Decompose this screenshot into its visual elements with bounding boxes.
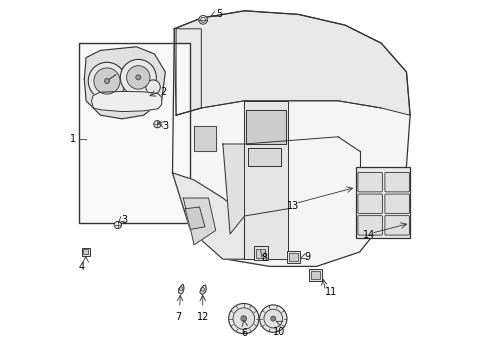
FancyBboxPatch shape [384, 172, 408, 192]
Text: 1: 1 [70, 134, 76, 144]
Text: 14: 14 [362, 230, 374, 240]
Circle shape [200, 17, 205, 22]
FancyBboxPatch shape [357, 216, 382, 235]
FancyBboxPatch shape [357, 172, 382, 192]
Polygon shape [246, 110, 285, 144]
Text: 2: 2 [160, 87, 166, 97]
Text: 6: 6 [241, 328, 247, 338]
Circle shape [199, 15, 207, 24]
Polygon shape [194, 126, 215, 151]
Polygon shape [200, 285, 206, 294]
Text: 9: 9 [304, 252, 310, 262]
Circle shape [228, 303, 258, 334]
Polygon shape [183, 198, 215, 245]
Polygon shape [172, 11, 409, 266]
Polygon shape [84, 47, 165, 119]
Text: 13: 13 [286, 201, 299, 211]
FancyBboxPatch shape [384, 194, 408, 213]
Polygon shape [172, 173, 244, 259]
Circle shape [136, 75, 141, 80]
FancyBboxPatch shape [81, 248, 89, 256]
Text: 10: 10 [272, 327, 285, 337]
Circle shape [370, 184, 377, 191]
Text: 5: 5 [215, 9, 222, 19]
Polygon shape [174, 11, 409, 115]
FancyBboxPatch shape [83, 249, 88, 254]
FancyBboxPatch shape [256, 249, 265, 258]
FancyBboxPatch shape [286, 251, 299, 263]
Circle shape [88, 62, 125, 100]
Text: 12: 12 [196, 312, 208, 323]
Polygon shape [91, 91, 162, 112]
FancyBboxPatch shape [355, 167, 409, 238]
Circle shape [145, 80, 160, 94]
Text: 4: 4 [79, 262, 85, 272]
Text: 7: 7 [175, 312, 181, 323]
Circle shape [114, 221, 121, 229]
Polygon shape [185, 207, 204, 229]
Text: 3: 3 [121, 215, 127, 225]
Circle shape [126, 66, 150, 89]
Circle shape [232, 308, 254, 329]
Circle shape [201, 288, 204, 291]
FancyBboxPatch shape [357, 194, 382, 213]
Circle shape [120, 59, 156, 95]
Polygon shape [247, 148, 280, 166]
Circle shape [179, 287, 183, 291]
Circle shape [153, 121, 161, 128]
FancyBboxPatch shape [384, 216, 408, 235]
Text: 8: 8 [261, 253, 267, 263]
Bar [79, 43, 190, 223]
Circle shape [259, 305, 286, 332]
Polygon shape [244, 101, 287, 259]
Text: 3: 3 [162, 121, 168, 131]
FancyBboxPatch shape [288, 253, 297, 261]
Circle shape [94, 68, 120, 94]
FancyBboxPatch shape [309, 269, 322, 281]
Polygon shape [223, 144, 244, 234]
Circle shape [264, 309, 282, 328]
FancyBboxPatch shape [254, 246, 267, 260]
Circle shape [104, 78, 109, 84]
Polygon shape [178, 284, 183, 294]
Text: 11: 11 [325, 287, 337, 297]
Circle shape [270, 316, 275, 321]
FancyBboxPatch shape [310, 271, 320, 279]
Circle shape [241, 316, 246, 321]
